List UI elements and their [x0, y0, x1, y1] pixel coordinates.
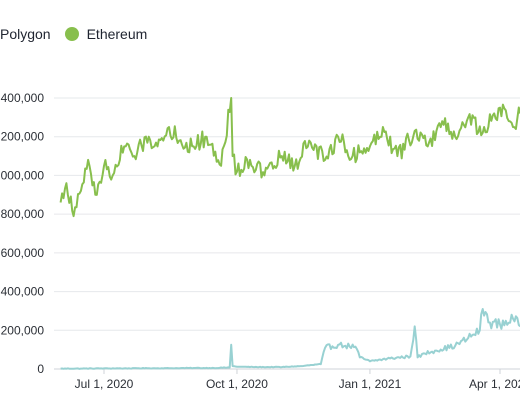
y-tick-label: 200,000 [1, 323, 45, 337]
x-tick-label: Apr 1, 2021 [469, 377, 520, 391]
legend-label-ethereum: Ethereum [86, 26, 148, 42]
series-line-polygon[interactable] [60, 308, 520, 370]
legend: Polygon Ethereum [0, 24, 147, 44]
y-tick-label: 0 [37, 362, 44, 376]
legend-item-polygon[interactable]: Polygon [0, 24, 51, 44]
series-line-ethereum[interactable] [59, 97, 520, 218]
x-tick-label: Oct 1, 2020 [206, 377, 268, 391]
legend-label-polygon: Polygon [0, 26, 51, 42]
y-tick-label: 800,000 [1, 207, 45, 221]
y-tick-label: 1,000,000 [0, 168, 44, 182]
legend-item-ethereum[interactable]: Ethereum [64, 24, 148, 44]
y-tick-label: 1,200,000 [0, 130, 44, 144]
y-tick-label: 600,000 [1, 246, 45, 260]
x-tick-label: Jul 1, 2020 [75, 377, 134, 391]
x-tick-label: Jan 1, 2021 [339, 377, 402, 391]
legend-swatch-ethereum [64, 27, 79, 41]
y-tick-label: 1,400,000 [0, 91, 44, 105]
y-tick-label: 400,000 [1, 285, 45, 299]
